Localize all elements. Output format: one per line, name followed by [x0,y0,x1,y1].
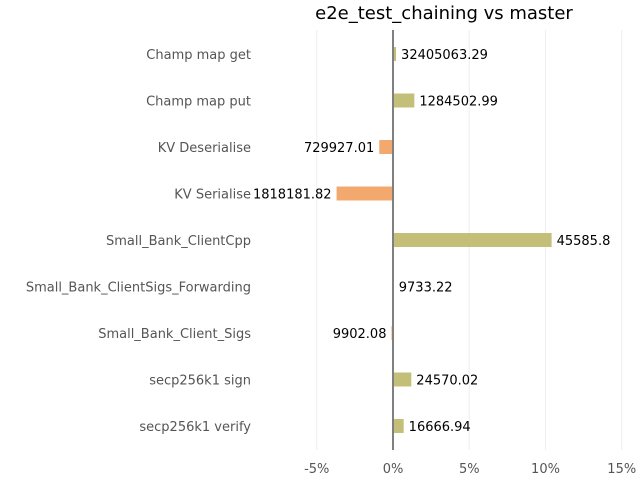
data-label: 1284502.99 [419,95,498,110]
bar-layer [336,30,552,450]
bar [336,186,393,201]
category-label: KV Deserialise [158,141,251,156]
bar [393,233,552,247]
label-layer: -5% 0% 5% 10% 15% Champ map get 32405063.29 Cha… [26,48,636,477]
data-label: 1818181.82 [253,188,332,203]
data-label: 9902.08 [333,327,387,342]
category-label: secp256k1 sign [149,374,251,389]
bar [393,93,415,108]
category-label: Small_Bank_Client_Sigs [98,327,251,342]
x-tick-label: 0% [383,462,404,477]
category-label: Small_Bank_ClientCpp [106,234,251,249]
category-label: Champ map get [146,48,251,63]
category-label: KV Serialise [174,188,251,203]
category-label: Small_Bank_ClientSigs_Forwarding [26,281,251,296]
data-label: 16666.94 [409,420,471,435]
bar [393,47,397,61]
x-tick-label: 5% [459,462,480,477]
category-label: secp256k1 verify [139,420,251,435]
data-label: 24570.02 [416,374,478,389]
x-tick-label: 10% [531,462,560,477]
bar [393,372,412,387]
x-tick-label: -5% [304,462,329,477]
bar [379,140,393,154]
data-label: 45585.8 [557,234,611,249]
chart-title: e2e_test_chaining vs master [315,3,573,24]
x-tick-label: 15% [607,462,636,477]
data-label: 32405063.29 [401,48,488,63]
data-label: 729927.01 [304,141,374,156]
bar [393,419,404,433]
data-label: 9733.22 [399,281,453,296]
category-label: Champ map put [146,95,251,110]
